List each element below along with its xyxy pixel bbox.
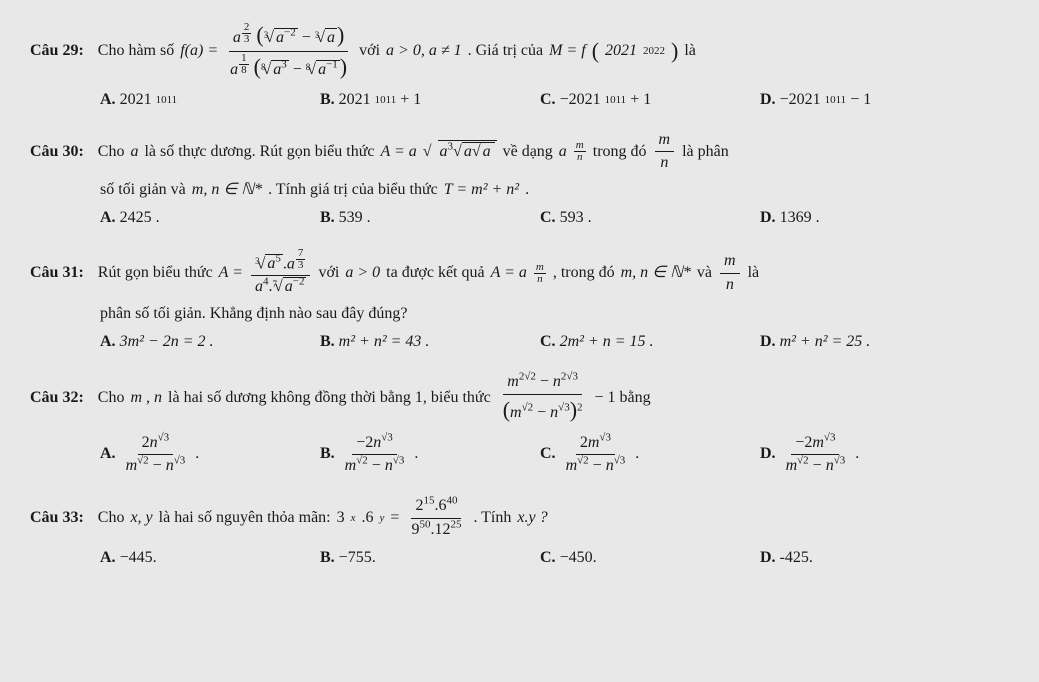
q30-opt-d: D. 1369 . <box>760 207 940 229</box>
q29-opt-d: D. −20211011 − 1 <box>760 89 940 111</box>
q33-label: Câu 33: <box>30 507 84 529</box>
q29-opt-c: C. −20211011 + 1 <box>540 89 720 111</box>
q31-opt-a: A. 3m² − 2n = 2 . <box>100 331 280 353</box>
q31-opt-d: D. m² + n² = 25 . <box>760 331 940 353</box>
question-33: Câu 33: Cho x, y là hai số nguyên thỏa m… <box>30 495 1009 569</box>
q32-opt-c: C. 2m√3m√2 − n√3 . <box>540 432 720 478</box>
q33-opt-b: B. −755. <box>320 547 500 569</box>
q29-fraction: a23 (3√a−2 − 3√a) a18 (8√a3 − 8√a−1) <box>226 20 351 83</box>
q29-pre: Cho hàm số <box>98 40 174 62</box>
q29-fa: f(a) = <box>180 40 218 62</box>
q31-stem2: phân số tối giản. Khẳng định nào sau đây… <box>100 303 1009 325</box>
q31-opt-b: B. m² + n² = 43 . <box>320 331 500 353</box>
q29-post: là <box>684 40 696 62</box>
q32-fraction: m2√2 − n2√3 (m√2 − n√3)2 <box>499 371 587 425</box>
question-31: Câu 31: Rút gọn biểu thức A = 3√a5.a73 a… <box>30 248 1009 354</box>
q33-fraction: 215.640 950.1225 <box>407 495 465 541</box>
question-30: Câu 30: Cho a là số thực dương. Rút gọn … <box>30 129 1009 230</box>
q31-fraction: 3√a5.a73 a4.7√a−2 <box>251 248 311 299</box>
q32-label: Câu 32: <box>30 387 84 409</box>
q33-opt-a: A. −445. <box>100 547 280 569</box>
q32-opt-b: B. −2n√3m√2 − n√3 . <box>320 432 500 478</box>
question-32: Câu 32: Cho m , n là hai số dương không … <box>30 371 1009 477</box>
q30-stem2: số tối giản và m, n ∈ ℕ* . Tính giá trị … <box>100 179 1009 201</box>
q29-stem: Câu 29: Cho hàm số f(a) = a23 (3√a−2 − 3… <box>30 20 1009 83</box>
q30-opt-b: B. 539 . <box>320 207 500 229</box>
q29-cond: a > 0, a ≠ 1 <box>386 40 462 62</box>
q29-opt-a: A. 20211011 <box>100 89 280 111</box>
q30-options: A. 2425 . B. 539 . C. 593 . D. 1369 . <box>100 207 1009 229</box>
q29-label: Câu 29: <box>30 40 84 62</box>
q29-M: M = f <box>549 40 586 62</box>
q30-opt-c: C. 593 . <box>540 207 720 229</box>
q31-label: Câu 31: <box>30 262 84 284</box>
q29-options: A. 20211011 B. 20211011 + 1 C. −20211011… <box>100 89 1009 111</box>
q33-opt-c: C. −450. <box>540 547 720 569</box>
q32-opt-d: D. −2m√3m√2 − n√3 . <box>760 432 940 478</box>
q30-opt-a: A. 2425 . <box>100 207 280 229</box>
q31-opt-c: C. 2m² + n = 15 . <box>540 331 720 353</box>
q33-opt-d: D. -425. <box>760 547 940 569</box>
q32-stem: Câu 32: Cho m , n là hai số dương không … <box>30 371 1009 425</box>
q31-options: A. 3m² − 2n = 2 . B. m² + n² = 43 . C. 2… <box>100 331 1009 353</box>
q32-opt-a: A. 2n√3m√2 − n√3 . <box>100 432 280 478</box>
q31-stem: Câu 31: Rút gọn biểu thức A = 3√a5.a73 a… <box>30 248 1009 299</box>
q29-mid2: . Giá trị của <box>468 40 544 62</box>
q30-stem: Câu 30: Cho a là số thực dương. Rút gọn … <box>30 129 1009 175</box>
q29-mid1: với <box>359 40 380 62</box>
q33-stem: Câu 33: Cho x, y là hai số nguyên thỏa m… <box>30 495 1009 541</box>
q33-options: A. −445. B. −755. C. −450. D. -425. <box>100 547 1009 569</box>
q32-options: A. 2n√3m√2 − n√3 . B. −2n√3m√2 − n√3 . C… <box>100 432 1009 478</box>
q30-label: Câu 30: <box>30 141 84 163</box>
question-29: Câu 29: Cho hàm số f(a) = a23 (3√a−2 − 3… <box>30 20 1009 111</box>
q29-opt-b: B. 20211011 + 1 <box>320 89 500 111</box>
